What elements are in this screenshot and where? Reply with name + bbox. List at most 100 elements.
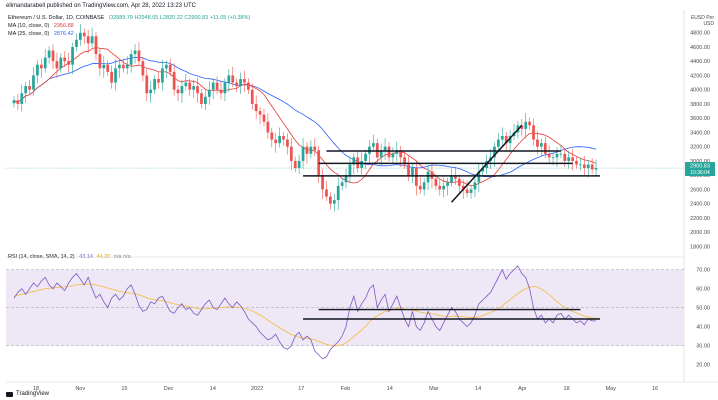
price-tag-value: 2900.83 — [690, 164, 710, 170]
candle-up — [207, 89, 211, 97]
rsi-tick-label: 20.00 — [696, 363, 710, 369]
candle-down — [106, 64, 110, 72]
ma10-line — [13, 46, 597, 186]
candle-up — [161, 68, 164, 83]
time-tick-label: 15 — [121, 386, 127, 392]
candle-down — [407, 164, 410, 176]
price-tick-label: 2000.00 — [690, 230, 710, 236]
rsi-tick-label: 70.00 — [696, 268, 710, 274]
candle-down — [543, 143, 547, 154]
candle-up — [426, 171, 430, 183]
candle-down — [141, 61, 145, 76]
price-tick-label: 3600.00 — [690, 116, 710, 122]
candle-up — [239, 79, 242, 87]
candle-up — [551, 157, 555, 159]
candle-down — [418, 185, 422, 190]
price-unit: EUSD Per USD — [684, 15, 714, 27]
rsi-tick-label: 50.00 — [696, 306, 710, 312]
price-tick-label: 4600.00 — [690, 45, 710, 51]
candle-up — [133, 50, 137, 55]
candle-up — [348, 164, 352, 176]
candle-up — [340, 182, 344, 186]
candle-down — [536, 139, 539, 147]
price-tick-label: 3000.00 — [690, 159, 710, 165]
price-tick-label: 4000.00 — [690, 88, 710, 94]
candle-up — [278, 136, 281, 144]
candle-down — [438, 185, 442, 190]
candle-up — [227, 75, 231, 83]
candle-down — [168, 64, 172, 72]
time-tick-label: 14 — [475, 386, 481, 392]
symbol-legend: Ethereum / U.S. Dollar, 1D, COINBASE O28… — [8, 15, 250, 21]
candle-down — [51, 50, 55, 62]
candle-up — [309, 146, 313, 154]
rsi-line — [13, 265, 596, 360]
candle-down — [94, 36, 98, 55]
candle-down — [563, 153, 567, 161]
ma10-legend[interactable]: MA (10, close, 0) 2956.88 — [8, 23, 74, 29]
ma10-value: 2956.88 — [53, 23, 74, 29]
candle-down — [67, 61, 71, 65]
candle-down — [582, 164, 586, 169]
candle-up — [20, 93, 24, 104]
candle-down — [200, 93, 203, 104]
tradingview-brand[interactable]: TradingView — [6, 391, 49, 397]
candle-up — [153, 79, 156, 90]
candle-up — [223, 82, 227, 94]
time-tick-label: Feb — [341, 386, 350, 392]
candle-up — [579, 164, 582, 166]
candle-up — [32, 75, 35, 90]
candle-down — [235, 82, 239, 87]
candle-up — [36, 64, 39, 76]
price-tick-label: 3800.00 — [690, 102, 710, 108]
candle-up — [493, 146, 496, 158]
publish-line: elimandarabell published on TradingView.… — [6, 3, 197, 9]
candle-down — [575, 160, 578, 165]
candle-up — [395, 150, 399, 154]
candle-up — [297, 160, 301, 169]
ma25-legend[interactable]: MA (25, close, 0) 2876.42 — [8, 31, 74, 37]
time-tick-label: 14 — [210, 386, 216, 392]
candle-down — [82, 32, 86, 37]
candle-down — [258, 111, 262, 115]
candle-down — [250, 89, 254, 104]
ma25-line — [13, 56, 597, 178]
symbol-name: Ethereum / U.S. Dollar, 1D, COINBASE — [8, 15, 105, 21]
rsi-tick-label: 40.00 — [696, 325, 710, 331]
time-tick-label: 18 — [33, 386, 39, 392]
candle-up — [411, 168, 414, 176]
candle-up — [422, 182, 426, 190]
candle-down — [137, 50, 141, 62]
candle-down — [86, 36, 90, 44]
candle-down — [465, 189, 469, 193]
time-tick-label: Nov — [75, 386, 85, 392]
candle-down — [321, 175, 324, 190]
candle-down — [520, 125, 524, 129]
candle-up — [559, 153, 563, 155]
time-tick-label: Dec — [164, 386, 174, 392]
time-tick-label: 16 — [652, 386, 658, 392]
candle-up — [336, 185, 340, 201]
candle-up — [118, 64, 121, 69]
candle-up — [469, 189, 473, 193]
trendline-trend[interactable] — [450, 124, 523, 203]
candle-up — [497, 139, 500, 147]
candle-down — [329, 196, 332, 204]
price-tick-label: 4400.00 — [690, 59, 710, 65]
candle-up — [379, 150, 383, 158]
ma25-label: MA (25, close, 0) — [8, 31, 50, 37]
price-tick-label: 4200.00 — [690, 73, 710, 79]
candle-up — [149, 89, 153, 94]
candle-down — [571, 157, 574, 161]
candle-up — [24, 86, 28, 94]
price-tick-label: 1800.00 — [690, 244, 710, 250]
ohlc-values: O2889.79 H2948.65 L2820.22 C2900.83 +11.… — [108, 15, 251, 21]
price-tick-label: 3200.00 — [690, 145, 710, 151]
candle-down — [231, 75, 235, 83]
candle-down — [313, 146, 317, 151]
rsi-tick-label: 60.00 — [696, 287, 710, 293]
candle-down — [504, 136, 508, 144]
candle-up — [567, 157, 571, 161]
